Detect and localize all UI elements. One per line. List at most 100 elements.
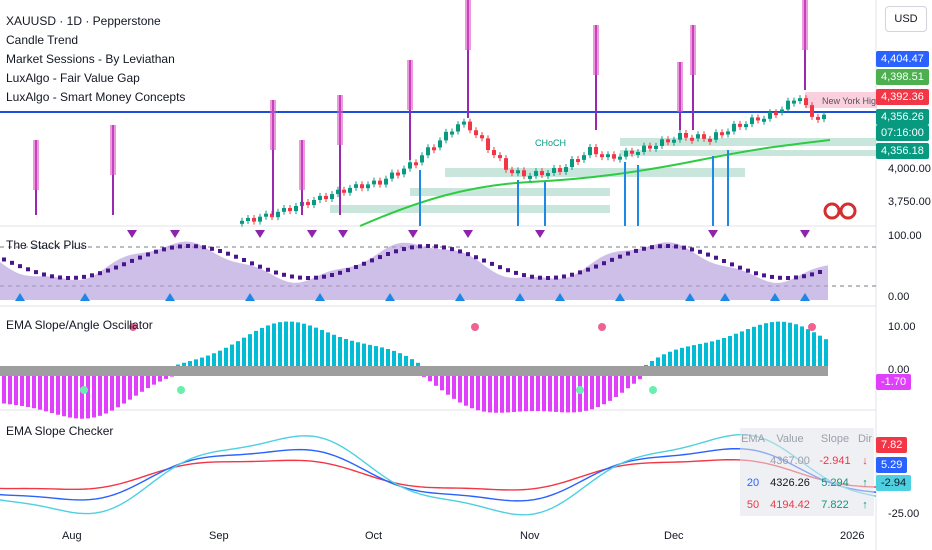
osc-bar [728, 335, 732, 366]
osc-bar [260, 327, 264, 366]
stack-marker [258, 264, 262, 269]
stack-marker [210, 246, 214, 251]
symbol-title[interactable]: XAUUSD · 1D · Pepperstone [6, 14, 161, 28]
osc-bar [20, 376, 24, 406]
candle-body [468, 121, 472, 131]
stack-marker [642, 246, 646, 251]
indicator-market-sessions[interactable]: Market Sessions - By Leviathan [6, 52, 175, 66]
osc-bar [782, 321, 786, 366]
candle-body [546, 172, 550, 176]
osc-bar [86, 376, 90, 419]
osc-bar [344, 338, 348, 366]
us-flag-icon [823, 202, 841, 220]
osc-signal-dot [808, 323, 816, 331]
stack-marker [618, 254, 622, 259]
candle-body [390, 172, 394, 179]
stack-marker [650, 245, 654, 250]
stack-up-arrow [165, 293, 175, 301]
stack-marker [674, 244, 678, 249]
candle-body [672, 139, 676, 143]
osc-bar [98, 376, 102, 416]
osc-bar [638, 376, 642, 380]
candle-body [318, 195, 322, 200]
stack-marker [314, 275, 318, 280]
candle-body [360, 184, 364, 189]
stack-marker [154, 249, 158, 254]
candle-body [798, 98, 802, 102]
osc-signal-dot [80, 386, 88, 394]
osc-bar [488, 376, 492, 413]
candle-body [450, 131, 454, 135]
candle-body [816, 116, 820, 120]
candle-body [438, 140, 442, 148]
candle-body [432, 147, 436, 151]
candle-body [720, 132, 724, 136]
osc-bar [74, 376, 78, 419]
candle-body [576, 159, 580, 163]
stack-marker [130, 258, 134, 263]
ema-20-slope-line [0, 447, 877, 502]
stack-marker [410, 245, 414, 250]
osc-bar [554, 376, 558, 412]
indicator-candle-trend[interactable]: Candle Trend [6, 33, 79, 47]
countdown-badge: 07:16:00 [876, 125, 929, 141]
candle-body [624, 150, 628, 157]
candle-body [696, 134, 700, 139]
osc-bar [662, 354, 666, 366]
stack-marker [90, 273, 94, 278]
stack-marker [602, 261, 606, 266]
candle-body [282, 208, 286, 212]
stack-down-arrow [127, 230, 137, 238]
bearish-signal-bar [33, 140, 39, 190]
stack-marker [50, 274, 54, 279]
candle-body [744, 124, 748, 128]
stack-marker [770, 274, 774, 279]
stack-marker [482, 258, 486, 263]
stack-marker [82, 274, 86, 279]
slope-checker-label[interactable]: EMA Slope Checker [6, 424, 114, 438]
stack-marker [370, 258, 374, 263]
osc-bar [368, 344, 372, 366]
osc-bar [116, 376, 120, 408]
currency-button[interactable]: USD [885, 6, 927, 32]
bearish-signal-bar [299, 140, 305, 190]
indicator-fair-value-gap[interactable]: LuxAlgo - Fair Value Gap [6, 71, 140, 85]
candle-body [660, 139, 664, 146]
indicator-smart-money[interactable]: LuxAlgo - Smart Money Concepts [6, 90, 186, 104]
osc-signal-dot [598, 323, 606, 331]
candle-body [642, 145, 646, 152]
choch-label: CHoCH [535, 138, 567, 148]
osc-bar [620, 376, 624, 393]
price-badge: 4,356.18 [876, 143, 929, 159]
osc-bar [500, 376, 504, 413]
candle-body [804, 98, 808, 106]
candle-body [558, 168, 562, 172]
osc-bar [188, 361, 192, 366]
stack-marker [530, 274, 534, 279]
time-label: Oct [365, 530, 383, 542]
candle-body [684, 133, 688, 138]
stack-marker [490, 261, 494, 266]
osc-bar [656, 357, 660, 366]
ema-osc-label[interactable]: EMA Slope/Angle Oscillator [6, 318, 153, 332]
stack-plus-label[interactable]: The Stack Plus [6, 238, 87, 252]
stack-marker [74, 275, 78, 280]
stack-marker [738, 265, 742, 270]
stack-down-arrow [463, 230, 473, 238]
osc-bar [476, 376, 480, 411]
candle-body [522, 170, 526, 177]
candle-body [636, 151, 640, 155]
candle-body [408, 162, 412, 169]
osc-bar [626, 376, 630, 389]
stack-marker [786, 275, 790, 280]
osc-bar [290, 321, 294, 366]
candle-body [462, 121, 466, 125]
osc-bar [92, 376, 96, 418]
stack-marker [346, 268, 350, 273]
osc-signal-dot [177, 386, 185, 394]
osc-bar [650, 360, 654, 366]
osc-bar [194, 359, 198, 366]
fvg-zone [620, 150, 876, 156]
osc-bar [710, 341, 714, 366]
